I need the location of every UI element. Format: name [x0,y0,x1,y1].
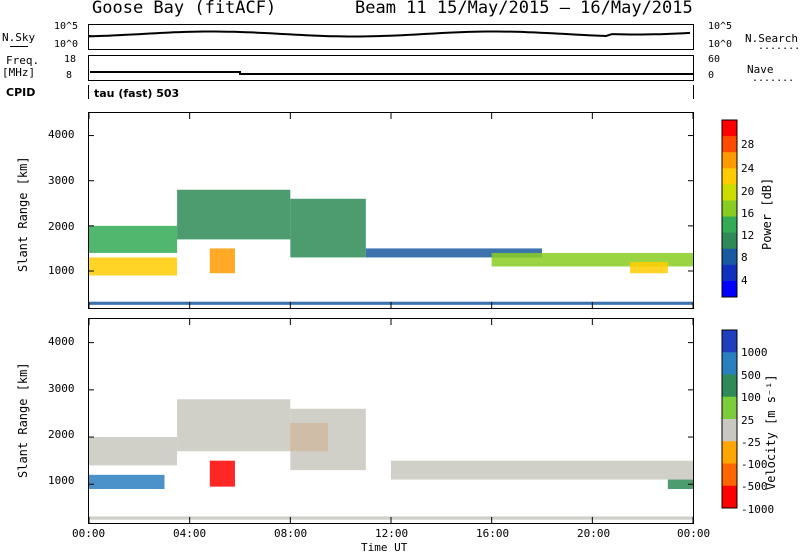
vel-cb-swatch-1 [722,352,737,375]
cpid-value: tau (fast) 503 [94,87,180,100]
xtick-0000: 00:00 [72,527,106,540]
vel-cb-tick-m500: -500 [741,480,768,493]
velocity-band-1 [89,474,165,489]
nave-tick-bottom: 0 [708,70,715,81]
power-ytick-4000: 4000 [48,128,75,141]
power-ytick-3000: 3000 [48,174,75,187]
power-band-2 [89,225,178,253]
vel-cb-tick-m1000: -1000 [741,503,775,516]
power-cb-frame [721,119,738,298]
power-cb-tick-20: 20 [741,185,755,198]
vel-cb-tick-1000: 1000 [741,346,768,359]
freq-unit: [MHz] [2,66,36,79]
power-cb-swatch-4 [722,184,737,201]
freq-label: Freq. [6,54,40,67]
xtick-0800: 08:00 [274,527,308,540]
power-ytick-2000: 2000 [48,220,75,233]
power-cb-swatch-5 [722,200,737,218]
vel-cb-swatch-6 [722,463,737,487]
power-cb-tick-12: 12 [741,229,755,242]
power-band-1 [89,257,178,276]
nsky-underline [10,46,28,47]
velocity-band-7 [391,460,693,480]
power-band-5 [290,198,366,258]
velocity-band-8 [667,479,693,489]
xtick-1600: 16:00 [476,527,510,540]
power-cb-swatch-2 [722,152,737,169]
beam-info: Beam 11 15/May/2015 – 16/May/2015 [355,0,693,18]
freq-tick-top: 18 [64,54,77,65]
nave-label: Nave [747,63,774,76]
vel-cb-tick-100: 100 [741,391,761,404]
vel-cb-swatch-3 [722,396,737,420]
nsky-tick-top: 10^5 [54,21,79,32]
vel-cb-tick-m25: -25 [741,436,761,449]
nsky-panel [88,24,694,50]
vel-cb-frame [721,329,738,509]
cpid-bar [88,85,694,99]
xtick-1200: 12:00 [375,527,409,540]
nave-dots: ....... [752,73,795,84]
velocity-band-4 [209,460,235,487]
nave-tick-top: 60 [708,54,721,65]
power-cb-tick-24: 24 [741,162,755,175]
power-cb-swatch-0 [722,120,737,137]
vel-cb-tick-m100: -100 [741,458,768,471]
vel-cb-swatch-2 [722,374,737,398]
nsearch-tick-top: 10^5 [708,21,733,32]
velocity-band-3 [177,399,291,452]
power-cb-tick-16: 16 [741,207,755,220]
power-cb-swatch-9 [722,264,737,282]
nsearch-dots: ....... [758,41,800,52]
vel-cb-swatch-0 [722,330,737,353]
cpid-label: CPID [6,86,36,99]
vel-ytick-3000: 3000 [48,382,75,395]
vel-cb-swatch-5 [722,441,737,464]
vel-ytick-2000: 2000 [48,428,75,441]
power-cb-swatch-8 [722,248,737,266]
station-title: Goose Bay (fitACF) [92,0,277,18]
xlabel: Time UT [361,541,408,554]
velocity-cb-label: Velocity [m s⁻¹] [764,374,778,490]
vel-cb-tick-25: 25 [741,414,755,427]
power-cb-swatch-10 [722,280,737,298]
velocity-band-2 [89,437,178,466]
freq-tick-bottom: 8 [66,70,73,81]
velocity-band-6 [290,408,366,471]
power-cb-swatch-3 [722,168,737,185]
power-cb-tick-4: 4 [741,274,748,287]
vel-cb-swatch-7 [722,485,737,509]
nsky-tick-bottom: 10^0 [54,39,79,50]
vel-cb-tick-500: 500 [741,369,761,382]
vel-ytick-1000: 1000 [48,474,75,487]
freq-panel [88,55,694,81]
power-cb-tick-8: 8 [741,251,748,264]
nsearch-tick-bottom: 10^0 [708,39,733,50]
vel-cb-swatch-4 [722,419,737,442]
power-cb-swatch-6 [722,216,737,234]
nsky-label: N.Sky [2,31,36,44]
power-band-4 [209,248,235,274]
power-band-3 [177,189,291,240]
power-band-8 [630,261,668,274]
power-cb-swatch-7 [722,232,737,250]
power-cb-swatch-1 [722,136,737,153]
xtick-2400: 00:00 [677,527,711,540]
power-ytick-1000: 1000 [48,264,75,277]
xtick-0400: 04:00 [173,527,207,540]
vel-ytick-4000: 4000 [48,335,75,348]
power-band-6 [365,248,542,258]
xtick-2000: 20:00 [577,527,611,540]
nsearch-label: N.Search [745,32,798,45]
power-cb-tick-28: 28 [741,138,755,151]
